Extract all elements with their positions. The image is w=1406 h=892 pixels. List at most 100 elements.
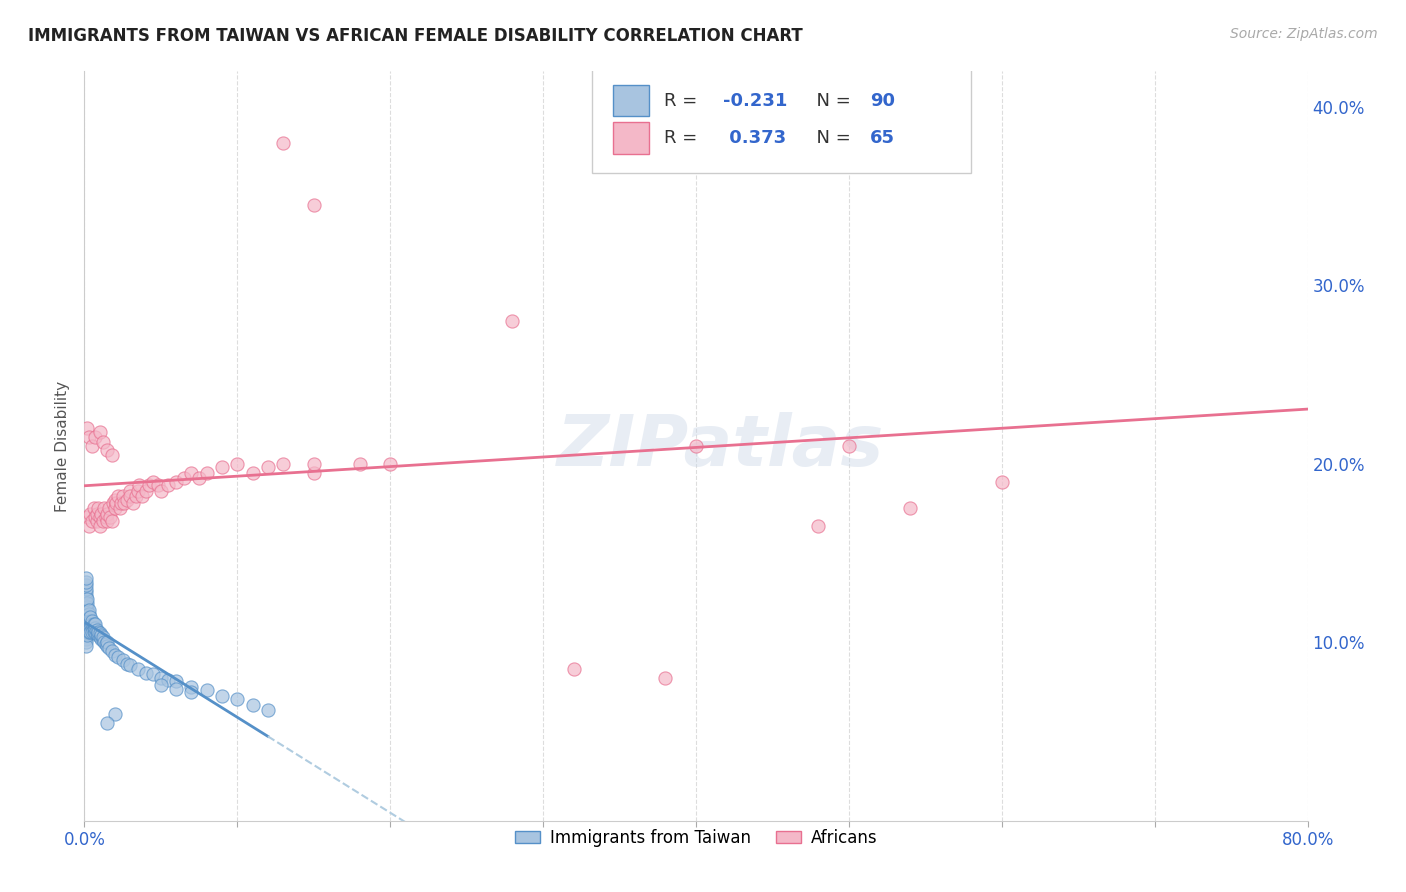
Point [110,496,132,510]
Point [75,621,97,635]
Point [120,658,142,673]
Point [84,624,107,639]
Text: Source: ZipAtlas.com: Source: ZipAtlas.com [1230,27,1378,41]
Point [75,614,97,628]
Point [75,599,97,614]
Point [90,632,112,646]
Point [502,314,524,328]
Point [89,519,111,533]
Point [76,621,98,635]
Point [83,501,105,516]
Point [349,457,371,471]
Point [91,514,114,528]
Point [77,430,100,444]
Point [75,628,97,642]
Point [107,489,129,503]
Point [149,671,172,685]
Point [131,489,153,503]
Point [87,501,110,516]
Point [79,621,101,635]
Text: 65: 65 [870,129,894,147]
Point [75,592,97,607]
Point [157,478,180,492]
Point [104,501,127,516]
Point [96,715,118,730]
Point [94,510,117,524]
Point [86,514,108,528]
Point [146,478,169,492]
Point [128,478,150,492]
Point [302,198,325,212]
Point [77,603,100,617]
Point [79,617,101,632]
Bar [613,85,650,116]
Point [120,489,142,503]
Point [86,507,108,521]
Text: 0.373: 0.373 [723,129,786,147]
Legend: Immigrants from Taiwan, Africans: Immigrants from Taiwan, Africans [508,822,884,854]
Point [173,471,195,485]
Point [562,662,585,676]
Point [86,626,108,640]
Point [89,626,111,640]
Point [94,637,117,651]
Text: ZIPatlas: ZIPatlas [557,411,884,481]
Point [77,614,100,628]
Point [165,475,187,489]
Point [77,519,100,533]
Point [76,624,98,639]
Point [75,585,97,599]
Point [103,496,125,510]
Point [76,608,98,623]
Point [101,644,124,658]
Point [149,678,172,692]
Point [84,621,107,635]
Point [77,624,100,639]
Point [104,492,127,507]
Point [76,596,98,610]
Point [115,492,138,507]
Point [242,698,264,712]
Point [80,439,103,453]
Point [165,681,187,696]
Point [98,510,121,524]
Point [75,635,97,649]
Point [111,489,134,503]
Point [87,628,110,642]
Point [79,624,101,639]
Point [75,603,97,617]
Point [80,621,103,635]
Text: N =: N = [804,129,856,147]
Point [75,589,97,603]
Point [188,471,211,485]
Point [77,607,100,621]
Point [77,617,100,632]
Point [180,685,202,699]
Point [257,703,280,717]
Point [180,466,202,480]
Point [195,466,218,480]
Point [685,439,707,453]
Point [84,510,107,524]
Point [211,689,233,703]
Point [91,633,114,648]
Point [380,457,402,471]
Point [93,635,115,649]
Point [271,136,294,150]
Point [75,607,97,621]
Bar [613,122,650,153]
Point [80,617,103,632]
Point [991,475,1014,489]
Point [127,483,149,498]
Point [125,489,148,503]
Point [96,514,118,528]
Point [76,628,98,642]
Text: IMMIGRANTS FROM TAIWAN VS AFRICAN FEMALE DISABILITY CORRELATION CHART: IMMIGRANTS FROM TAIWAN VS AFRICAN FEMALE… [28,27,803,45]
Point [96,442,118,457]
Point [86,623,108,637]
Point [76,592,98,607]
Point [75,624,97,639]
Point [83,617,105,632]
Point [96,507,118,521]
Point [302,457,325,471]
